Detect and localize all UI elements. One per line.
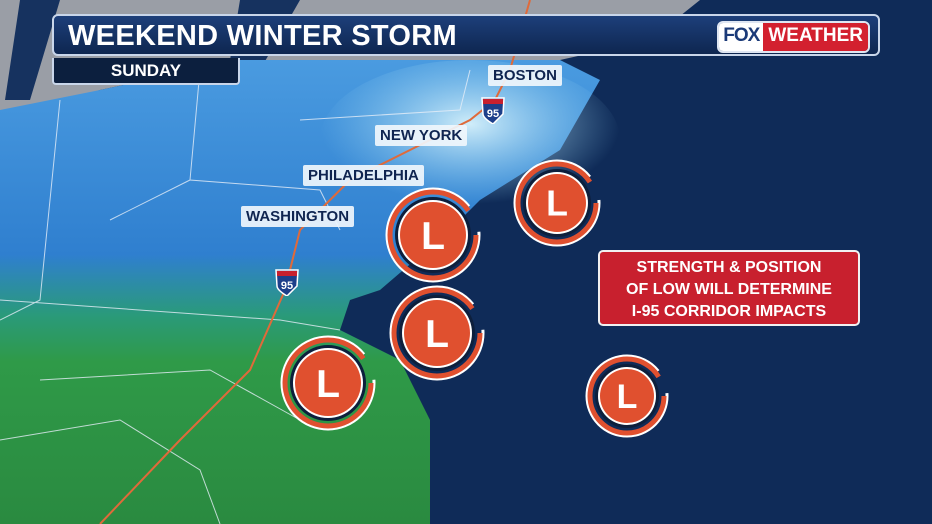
city-label-washington: WASHINGTON — [241, 206, 355, 227]
logo-fox: FOX — [719, 23, 764, 51]
city-label-philadelphia: PHILADELPHIA — [303, 165, 424, 186]
interstate-95-shield-icon: 95 — [481, 97, 505, 124]
callout-line: OF LOW WILL DETERMINE — [626, 281, 832, 298]
city-label-boston: BOSTON — [488, 65, 562, 86]
shield-label: 95 — [487, 108, 499, 120]
low-label: L — [546, 184, 568, 224]
city-label-new-york: NEW YORK — [375, 125, 468, 146]
logo-weather: WEATHER — [763, 23, 868, 51]
low-label: L — [421, 215, 445, 258]
low-label: L — [425, 313, 449, 356]
low-pressure-icon: L — [584, 353, 670, 444]
page-title: WEEKEND WINTER STORM — [68, 20, 457, 52]
day-label: SUNDAY — [110, 61, 182, 80]
low-pressure-icon: L — [384, 186, 482, 289]
low-label: L — [617, 378, 638, 416]
low-pressure-icon: L — [512, 158, 602, 253]
low-label: L — [316, 363, 340, 406]
callout-box: STRENGTH & POSITION OF LOW WILL DETERMIN… — [598, 250, 860, 326]
shield-label: 95 — [281, 280, 293, 292]
fox-weather-logo: FOX WEATHER — [717, 21, 870, 53]
low-pressure-icon: L — [279, 334, 377, 437]
callout-line: STRENGTH & POSITION — [636, 259, 822, 276]
day-bar: SUNDAY — [52, 58, 240, 85]
interstate-95-shield-icon: 95 — [275, 269, 299, 296]
callout-line: I-95 CORRIDOR IMPACTS — [631, 303, 827, 320]
low-pressure-icon: L — [388, 284, 486, 387]
title-bar: WEEKEND WINTER STORM FOX WEATHER — [52, 14, 880, 56]
